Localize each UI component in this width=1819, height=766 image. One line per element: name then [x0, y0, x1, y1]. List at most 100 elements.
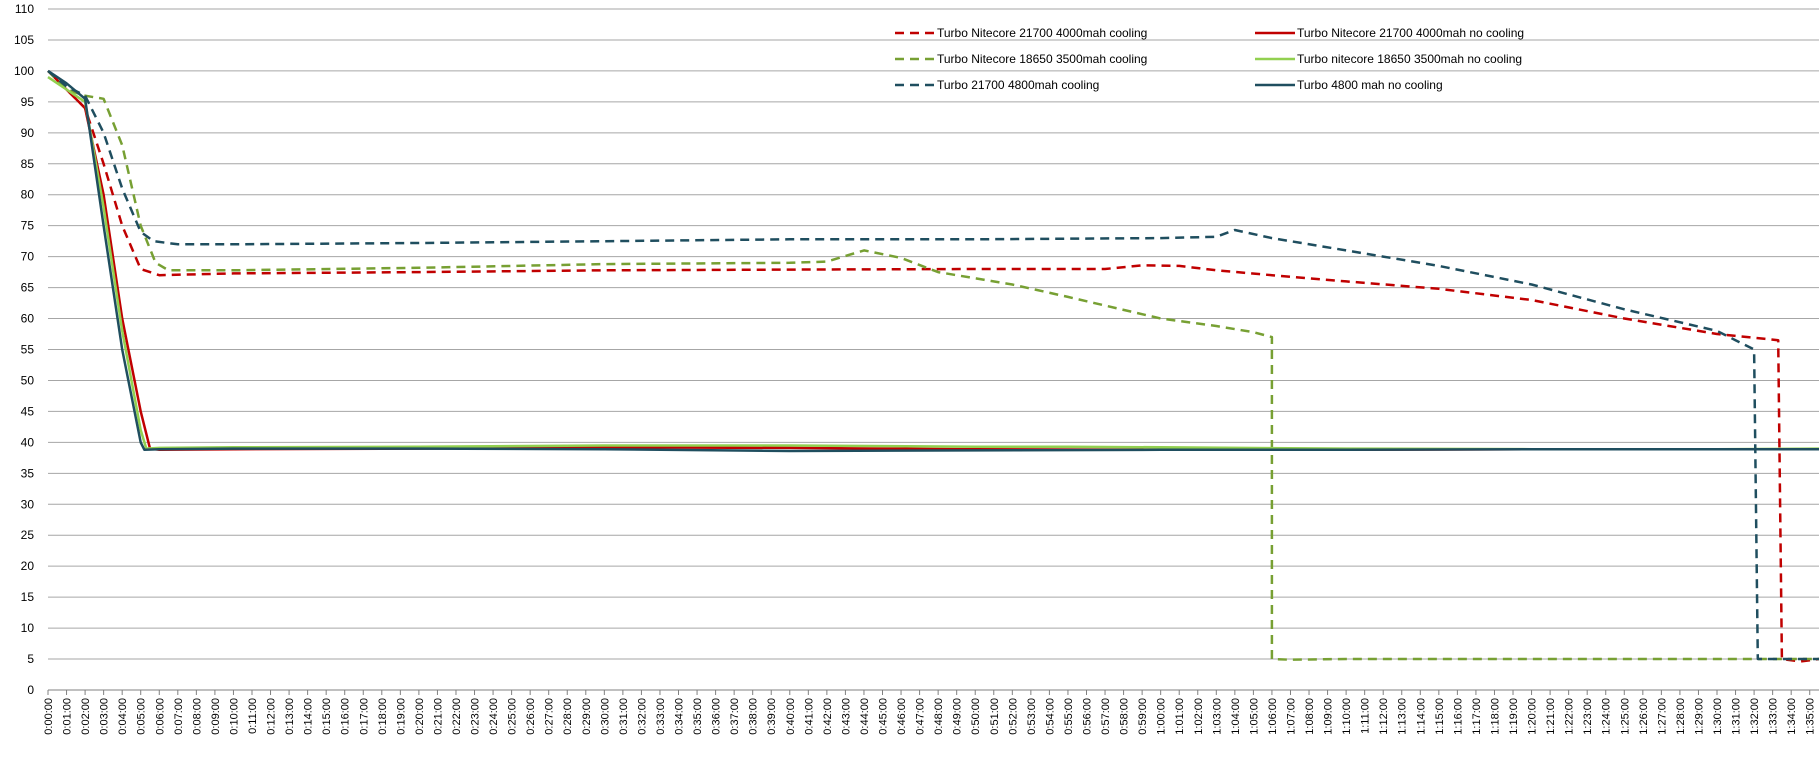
x-tick-label: 0:43:00	[840, 698, 852, 735]
series-line-3	[47, 70, 1819, 661]
x-tick-label: 0:55:00	[1063, 698, 1075, 735]
x-tick-label: 0:15:00	[321, 698, 333, 735]
x-tick-label: 0:10:00	[228, 698, 240, 735]
y-tick-label: 55	[21, 343, 35, 357]
x-tick-label: 0:14:00	[303, 698, 315, 735]
x-tick-label: 1:33:00	[1768, 698, 1780, 735]
x-tick-label: 0:11:00	[247, 698, 259, 734]
x-tick-label: 1:19:00	[1508, 698, 1520, 735]
x-tick-label: 1:01:00	[1174, 698, 1186, 735]
x-tick-label: 0:00:00	[43, 698, 55, 735]
y-tick-label: 35	[21, 466, 35, 480]
x-tick-label: 0:23:00	[470, 698, 482, 735]
x-tick-label: 1:09:00	[1323, 698, 1335, 735]
y-tick-label: 20	[21, 559, 35, 573]
x-tick-label: 1:10:00	[1341, 698, 1353, 735]
x-tick-label: 0:01:00	[62, 698, 74, 735]
x-tick-label: 0:18:00	[377, 698, 389, 735]
x-tick-label: 1:20:00	[1527, 698, 1539, 735]
x-tick-label: 0:25:00	[507, 698, 519, 735]
y-tick-label: 85	[21, 157, 35, 171]
y-tick-label: 5	[27, 652, 34, 666]
x-tick-label: 1:35:00	[1805, 698, 1817, 735]
x-tick-label: 1:13:00	[1397, 698, 1409, 735]
x-tick-label: 0:49:00	[952, 698, 964, 735]
x-tick-label: 0:36:00	[711, 698, 723, 735]
x-tick-label: 1:21:00	[1545, 698, 1557, 735]
y-tick-label: 110	[15, 2, 34, 16]
x-tick-label: 0:26:00	[525, 698, 537, 735]
x-tick-label: 1:02:00	[1193, 698, 1205, 735]
legend-label-3: Turbo Nitecore 18650 3500mah cooling	[937, 52, 1147, 66]
y-tick-label: 105	[14, 33, 34, 47]
series-line-5	[47, 69, 1819, 661]
x-tick-label: 0:58:00	[1119, 698, 1131, 735]
x-tick-label: 0:06:00	[154, 698, 166, 735]
x-tick-label: 0:08:00	[191, 698, 203, 735]
gridlines	[48, 8, 1819, 691]
x-tick-label: 1:17:00	[1471, 698, 1483, 735]
x-tick-label: 1:22:00	[1564, 698, 1576, 735]
x-tick-label: 1:11:00	[1360, 698, 1372, 734]
x-tick-label: 0:29:00	[581, 698, 593, 735]
y-tick-label: 15	[21, 590, 35, 604]
x-tick-label: 0:50:00	[970, 698, 982, 735]
x-tick-label: 1:23:00	[1582, 698, 1594, 735]
x-tick-label: 0:42:00	[822, 698, 834, 735]
x-tick-label: 0:05:00	[136, 698, 148, 735]
x-tick-label: 0:02:00	[80, 698, 92, 735]
y-tick-label: 75	[21, 219, 35, 233]
x-tick-label: 0:27:00	[544, 698, 556, 735]
x-tick-label: 0:37:00	[729, 698, 741, 735]
x-tick-label: 0:35:00	[692, 698, 704, 735]
y-tick-label: 0	[27, 683, 34, 697]
legend: Turbo Nitecore 21700 4000mah cooling Turb…	[895, 26, 1524, 92]
x-tick-label: 0:03:00	[99, 698, 111, 735]
x-tick-label: 0:34:00	[674, 698, 686, 735]
x-tick-label: 1:12:00	[1378, 698, 1390, 735]
x-tick-label: 1:32:00	[1749, 698, 1761, 735]
legend-label-5: Turbo 21700 4800mah cooling	[937, 78, 1099, 92]
x-tick-label: 1:14:00	[1415, 698, 1427, 735]
x-tick-label: 0:38:00	[748, 698, 760, 735]
x-tick-label: 0:17:00	[358, 698, 370, 735]
x-tick-label: 0:07:00	[173, 698, 185, 735]
x-tick-label: 1:27:00	[1656, 698, 1668, 735]
x-tick-label: 0:09:00	[210, 698, 222, 735]
x-tick-label: 0:41:00	[803, 698, 815, 735]
x-tick-label: 0:13:00	[284, 698, 296, 735]
series-lines	[47, 69, 1819, 663]
x-tick-label: 0:57:00	[1100, 698, 1112, 735]
x-tick-label: 1:00:00	[1156, 698, 1168, 735]
y-tick-label: 80	[21, 188, 35, 202]
x-tick-label: 0:52:00	[1007, 698, 1019, 735]
x-tick-label: 0:28:00	[562, 698, 574, 735]
series-line-1	[47, 70, 1819, 663]
y-tick-label: 50	[21, 373, 35, 387]
x-tick-label: 1:18:00	[1489, 698, 1501, 735]
x-tick-label: 0:33:00	[655, 698, 667, 735]
legend-label-6: Turbo 4800 mah no cooling	[1297, 78, 1443, 92]
x-tick-label: 0:30:00	[599, 698, 611, 735]
x-tick-label: 0:19:00	[395, 698, 407, 735]
x-tick-label: 0:59:00	[1137, 698, 1149, 735]
legend-label-4: Turbo nitecore 18650 3500mah no cooling	[1297, 52, 1522, 66]
x-tick-label: 0:56:00	[1081, 698, 1093, 735]
x-tick-label: 1:25:00	[1619, 698, 1631, 735]
x-tick-label: 0:54:00	[1044, 698, 1056, 735]
y-tick-label: 45	[21, 404, 35, 418]
x-tick-label: 1:26:00	[1638, 698, 1650, 735]
y-tick-label: 100	[14, 64, 34, 78]
y-axis-ticks: 0 5 10 15 20 25 30 35 40 45 50 55 60 65 70 75 80 85 90 95 10…	[14, 2, 34, 697]
y-tick-label: 30	[21, 497, 35, 511]
x-tick-label: 0:20:00	[414, 698, 426, 735]
x-tick-label: 0:53:00	[1026, 698, 1038, 735]
y-tick-label: 90	[21, 126, 35, 140]
x-axis-ticks: 0:00:00 0:01:00 0:02:00 0:03:00 0:04:00 0:05:…	[43, 690, 1817, 735]
x-tick-label: 1:08:00	[1304, 698, 1316, 735]
x-tick-label: 0:16:00	[340, 698, 352, 735]
x-tick-label: 1:29:00	[1693, 698, 1705, 735]
x-tick-label: 0:51:00	[989, 698, 1001, 735]
